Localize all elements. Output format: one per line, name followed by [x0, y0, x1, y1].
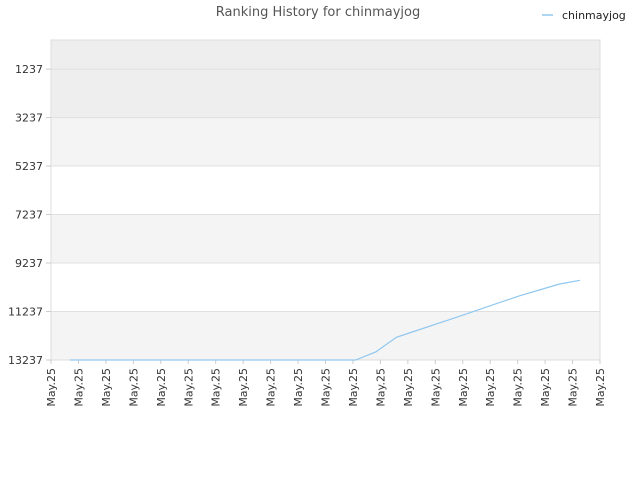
y-axis-ticks: 1237 3237 5237 7237 9237 11237 13237 [8, 63, 51, 367]
plot-band [51, 311, 600, 360]
series-lines [70, 279, 581, 361]
x-tick-label: May.25 [429, 368, 442, 407]
x-tick-label: May.25 [374, 368, 387, 407]
x-tick-label: May.25 [237, 368, 250, 407]
legend-label: chinmayjog [562, 9, 626, 22]
x-tick-label: May.25 [567, 368, 580, 407]
x-tick-label: May.25 [347, 368, 360, 407]
x-tick-label: May.25 [292, 368, 305, 407]
series-line-chinmayjog [70, 279, 581, 361]
x-tick-label: May.25 [512, 368, 525, 407]
y-tick-label: 11237 [8, 306, 43, 319]
x-tick-label: May.25 [539, 368, 552, 407]
x-tick-label: May.25 [72, 368, 85, 407]
x-tick-label: May.25 [100, 368, 113, 407]
plot-band [51, 166, 600, 215]
y-tick-label: 5237 [15, 160, 43, 173]
y-tick-label: 9237 [15, 257, 43, 270]
y-tick-label: 3237 [15, 112, 43, 125]
plot-band [51, 69, 600, 118]
x-tick-label: May.25 [484, 368, 497, 407]
x-tick-label: May.25 [127, 368, 140, 407]
chart-title: Ranking History for chinmayjog [216, 5, 420, 20]
grid-lines [51, 68, 600, 361]
x-tick-label: May.25 [265, 368, 278, 407]
plot-bands [51, 40, 600, 360]
plot-band [51, 263, 600, 312]
legend[interactable]: chinmayjog [542, 9, 626, 22]
x-axis-ticks: May.25 May.25 May.25 May.25 May.25 May.25 May.… [45, 360, 607, 407]
x-tick-label: May.25 [182, 368, 195, 407]
x-tick-label: May.25 [594, 368, 607, 407]
plot-band [51, 214, 600, 264]
x-tick-label: May.25 [45, 368, 58, 407]
plot-band [51, 117, 600, 167]
y-tick-label: 1237 [15, 63, 43, 76]
x-tick-label: May.25 [402, 368, 415, 407]
y-tick-label: 7237 [15, 209, 43, 222]
x-tick-label: May.25 [210, 368, 223, 407]
x-tick-label: May.25 [457, 368, 470, 407]
y-tick-label: 13237 [8, 354, 43, 367]
x-tick-label: May.25 [155, 368, 168, 407]
plot-band [51, 40, 600, 70]
x-tick-label: May.25 [320, 368, 333, 407]
